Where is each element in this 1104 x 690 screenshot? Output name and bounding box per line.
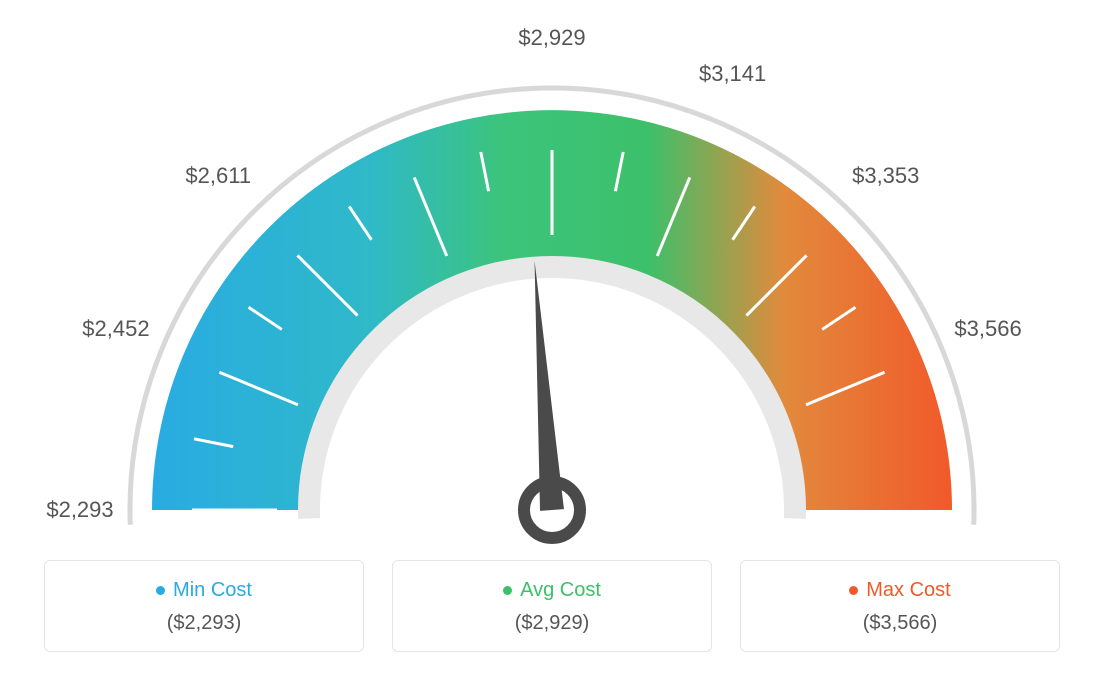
legend-dot-min	[156, 586, 165, 595]
legend-card-avg: Avg Cost ($2,929)	[392, 560, 712, 652]
legend-dot-max	[849, 586, 858, 595]
legend-value-avg: ($2,929)	[393, 612, 711, 635]
legend-dot-avg	[503, 586, 512, 595]
legend-title-min: Min Cost	[156, 579, 252, 602]
legend-value-max: ($3,566)	[741, 612, 1059, 635]
gauge-tick-label: $2,611	[185, 163, 251, 189]
gauge-tick-label: $2,929	[518, 25, 585, 51]
gauge-tick-label: $2,293	[46, 497, 113, 523]
gauge-svg	[0, 0, 1104, 560]
legend-row: Min Cost ($2,293) Avg Cost ($2,929) Max …	[0, 560, 1104, 652]
legend-label-min: Min Cost	[173, 579, 252, 602]
legend-title-max: Max Cost	[849, 579, 950, 602]
legend-label-avg: Avg Cost	[520, 579, 601, 602]
legend-label-max: Max Cost	[866, 579, 950, 602]
legend-title-avg: Avg Cost	[503, 579, 601, 602]
gauge-tick-label: $2,452	[82, 316, 149, 342]
gauge-tick-label: $3,141	[699, 61, 766, 87]
gauge-chart: $2,293 $2,452 $2,611 $2,929 $3,141 $3,353 $3,5…	[0, 0, 1104, 560]
legend-card-max: Max Cost ($3,566)	[740, 560, 1060, 652]
legend-card-min: Min Cost ($2,293)	[44, 560, 364, 652]
gauge-tick-label: $3,353	[852, 163, 919, 189]
legend-value-min: ($2,293)	[45, 612, 363, 635]
gauge-tick-label: $3,566	[954, 316, 1021, 342]
